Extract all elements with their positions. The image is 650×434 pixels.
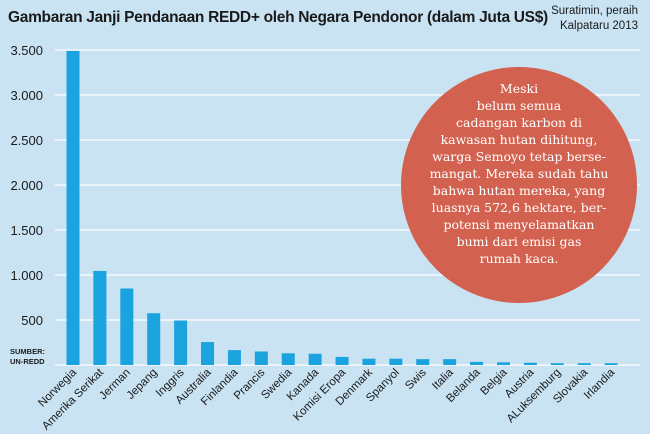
source-note: SUMBER: UN-REDD	[10, 347, 45, 367]
callout-line: potensi menyelamatkan	[443, 217, 595, 232]
y-tick-label: 2.000	[10, 178, 43, 193]
bar	[470, 361, 484, 365]
y-axis-ticks: 500 1.000 1.500 2.000 2.500 3.000 3.500	[10, 43, 43, 328]
bar	[577, 363, 591, 365]
callout-line: luasnya 572,6 hektare, ber-	[431, 200, 607, 215]
y-tick-label: 3.500	[10, 43, 43, 58]
bar	[147, 313, 161, 365]
bar	[201, 342, 215, 365]
callout-line: cadangan karbon di	[456, 115, 582, 130]
bar	[604, 363, 618, 365]
bar	[335, 356, 349, 365]
callout-line: bumi dari emisi gas	[456, 234, 582, 249]
bar	[523, 362, 537, 365]
callout-circle	[401, 67, 637, 303]
y-tick-label: 1.000	[10, 268, 43, 283]
y-tick-label: 2.500	[10, 133, 43, 148]
x-tick-label: Irlandia	[582, 366, 618, 402]
callout-line: kawasan hutan dihitung,	[440, 132, 598, 147]
bar	[254, 351, 268, 365]
bar	[174, 320, 188, 365]
y-tick-label: 500	[21, 313, 43, 328]
bar	[362, 358, 376, 365]
callout-line: rumah kaca.	[479, 251, 559, 266]
bar	[389, 358, 403, 365]
y-tick-label: 1.500	[10, 223, 43, 238]
bar	[443, 359, 457, 365]
callout-text: Meski belum semua cadangan karbon di kaw…	[406, 80, 632, 267]
chart-title: Gambaran Janji Pendanaan REDD+ oleh Nega…	[8, 9, 548, 26]
callout-line: bahwa hutan mereka, yang	[432, 183, 606, 198]
bars	[66, 50, 618, 366]
bar	[308, 353, 322, 365]
photo-credit: Suratimin, peraih Kalpataru 2013	[551, 4, 638, 34]
bar	[227, 350, 241, 365]
bar	[66, 50, 80, 366]
bar	[416, 359, 430, 365]
bar	[120, 288, 134, 365]
callout-line: belum semua	[476, 98, 562, 113]
credit-line-2: Kalpataru 2013	[559, 20, 638, 32]
bar	[93, 270, 107, 365]
credit-line-1: Suratimin, peraih	[551, 5, 638, 17]
y-tick-label: 3.000	[10, 88, 43, 103]
bar	[496, 362, 510, 365]
source-label: SUMBER:	[10, 347, 45, 356]
x-tick-label: Jepang	[125, 367, 160, 402]
bar	[550, 363, 564, 365]
callout-line: mangat. Mereka sudah tahu	[429, 166, 609, 181]
callout-line: Meski	[499, 81, 539, 96]
callout-line: warga Semoyo tetap berse-	[432, 149, 606, 164]
gridlines	[55, 49, 640, 366]
x-tick-label: Swis	[403, 366, 429, 392]
source-value: UN-REDD	[10, 357, 45, 366]
bar	[281, 353, 295, 365]
